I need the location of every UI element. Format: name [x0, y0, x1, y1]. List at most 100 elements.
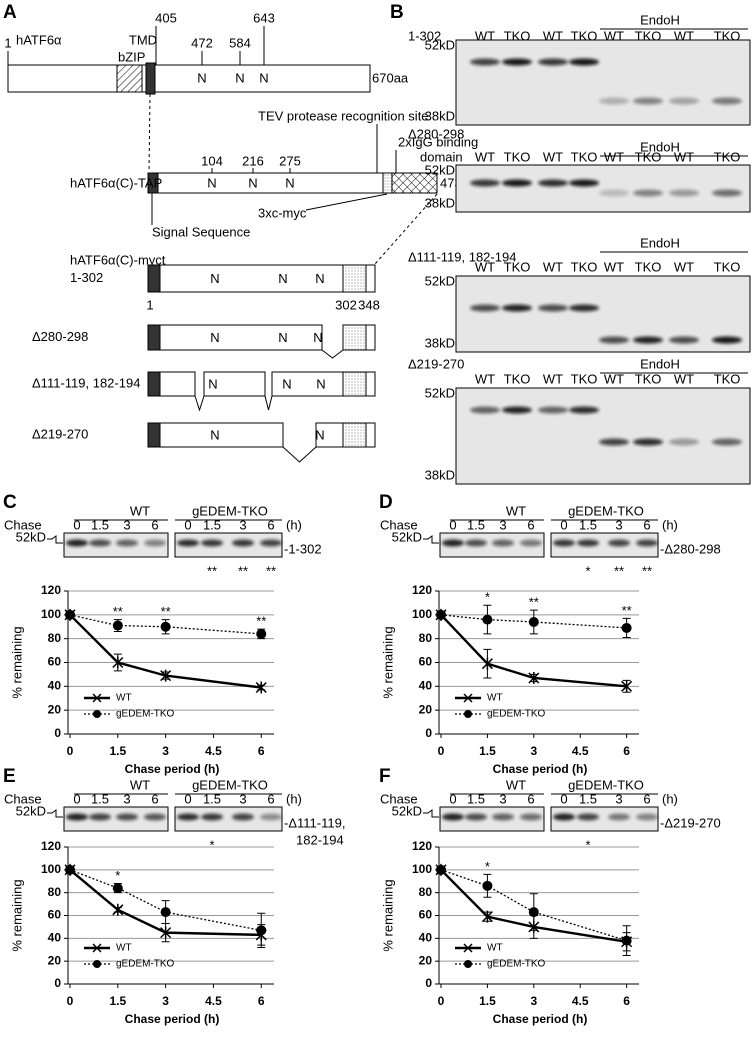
signal-box [147, 422, 161, 448]
residue-label: 405 [155, 10, 177, 25]
x-tick-label: 3 [162, 994, 169, 1008]
y-tick-label: 20 [419, 953, 433, 967]
series-line [69, 613, 262, 689]
legend-label: gEDEM-TKO [487, 709, 546, 720]
y-tick-label: 80 [419, 631, 433, 645]
significance-mark: ** [266, 563, 276, 578]
group-label: WT [506, 503, 526, 518]
point [160, 621, 171, 632]
group-label: gEDEM-TKO [192, 777, 268, 792]
point [481, 910, 493, 923]
lane-label: 6 [643, 791, 650, 806]
construct-label: 182-194 [296, 832, 344, 847]
glycosylation-site: N [235, 70, 244, 85]
band [553, 813, 575, 821]
full-length-bar [7, 64, 371, 93]
y-tick-label: 60 [48, 655, 62, 669]
y-tick-label: 80 [48, 885, 62, 899]
y-axis-label: % remaining [380, 626, 395, 698]
chase-label: Chase [380, 791, 418, 806]
residue-label: 216 [242, 153, 264, 168]
y-tick-label: 80 [48, 631, 62, 645]
lane-label: 6 [151, 517, 158, 532]
lane-label: TKO [504, 371, 531, 386]
point [112, 656, 124, 669]
lane-label: 3 [239, 517, 246, 532]
lane-label: TKO [714, 371, 741, 386]
mw-marker: 52kD [16, 803, 46, 818]
significance-mark: ** [614, 563, 624, 578]
point [65, 609, 75, 620]
lane-label: TKO [635, 371, 662, 386]
band [502, 304, 532, 312]
deletion-mark [264, 395, 273, 411]
y-tick-label: 40 [419, 679, 433, 693]
y-axis-label: % remaining [9, 626, 24, 698]
series-line [69, 868, 262, 937]
lane-label: WT [604, 259, 624, 274]
y-tick-label: 20 [48, 702, 62, 716]
lane-label: 1.5 [91, 791, 109, 806]
glycosylation-site: N [313, 330, 322, 345]
point [621, 935, 632, 946]
band [669, 97, 699, 105]
band [89, 813, 111, 821]
x-tick-label: 6 [623, 744, 630, 758]
band [712, 97, 742, 105]
series-line [440, 614, 627, 629]
lane-label: TKO [635, 149, 662, 164]
lane-label: 3 [499, 517, 506, 532]
deletion-mark [321, 349, 344, 359]
glycosylation-site: N [210, 271, 219, 286]
band [260, 539, 282, 547]
lane-label: WT [604, 371, 624, 386]
band [470, 58, 500, 66]
band [232, 539, 254, 547]
tev-label: TEV protease recognition site [258, 108, 429, 123]
marker-bracket [47, 809, 63, 818]
glycosylation-site: N [285, 175, 294, 190]
band [538, 58, 568, 66]
glycosylation-site: N [248, 175, 257, 190]
construct-name: hATF6α(C)-myct [70, 252, 166, 267]
panel-letter: C [3, 492, 17, 513]
band [502, 406, 532, 414]
lane-label: 6 [527, 517, 534, 532]
band [201, 813, 223, 821]
lane-label: 3 [123, 791, 130, 806]
significance-mark: ** [207, 563, 217, 578]
x-tick-label: 3 [530, 994, 537, 1008]
significance-mark: ** [256, 614, 266, 629]
construct-segment [203, 371, 266, 397]
point [436, 609, 446, 620]
x-tick-label: 1.5 [479, 744, 496, 758]
y-tick-label: 0 [54, 976, 61, 990]
lane-label: 1.5 [91, 517, 109, 532]
myc-label: 3xc-myc [258, 205, 307, 220]
band [520, 539, 542, 547]
band [633, 97, 663, 105]
band [712, 189, 742, 197]
zoom-line [148, 93, 151, 173]
bzip-label: bZIP [118, 49, 145, 64]
signal-box [147, 264, 161, 293]
x-axis-label: Chase period (h) [125, 1012, 220, 1026]
band [636, 813, 658, 821]
legend-label: WT [487, 943, 503, 954]
signal-label: Signal Sequence [152, 224, 250, 239]
residue-label: 275 [279, 153, 301, 168]
x-axis-label: Chase period (h) [493, 762, 588, 776]
mw-marker: 52kD [392, 529, 422, 544]
point [481, 657, 493, 670]
lane-label: WT [475, 149, 495, 164]
myc-box [342, 371, 367, 397]
band [465, 539, 487, 547]
glycosylation-site: N [315, 271, 324, 286]
significance-mark: ** [642, 563, 652, 578]
lane-label: 1.5 [467, 517, 485, 532]
series-line [440, 614, 627, 688]
lane-label: WT [543, 371, 563, 386]
mw-marker: 52kD [425, 162, 455, 177]
construct-label: -Δ219-270 [660, 815, 721, 830]
legend-label: WT [116, 693, 132, 704]
